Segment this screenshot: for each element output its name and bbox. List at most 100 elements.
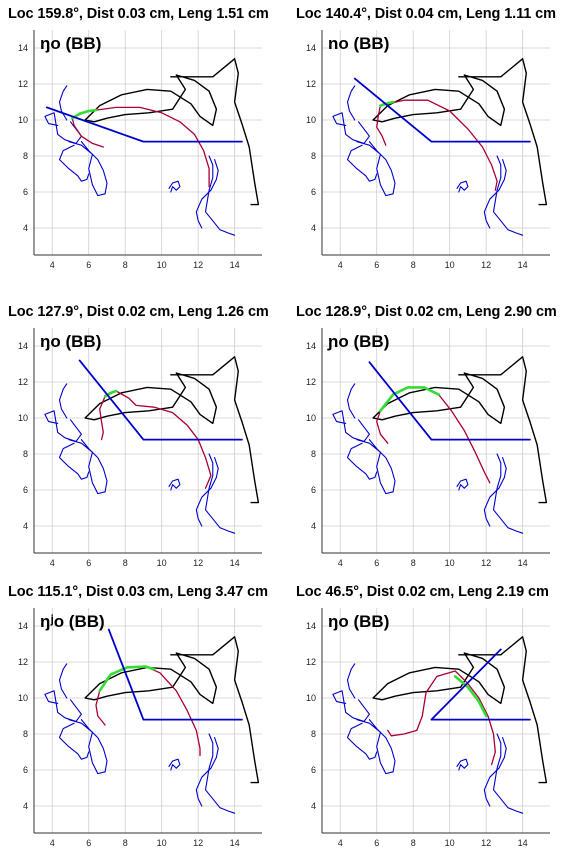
chart-panel-6: 4 6 8 10 12 14 4 6 8 10 12 14 Loc 46.5°, Dist 0.02 c… (288, 578, 576, 865)
tongue-tip-contour (95, 690, 106, 726)
plot-area: 4 6 8 10 12 14 4 6 8 10 12 14 (306, 328, 550, 568)
pharynx-back-outline (204, 453, 236, 534)
y-tick-label: 8 (311, 449, 316, 459)
upper-lip-outline (346, 85, 356, 121)
palate-outline (170, 58, 260, 206)
x-tick-label: 4 (338, 260, 343, 270)
panel-label: ŋo (BB) (328, 612, 390, 631)
x-tick-label: 14 (518, 838, 528, 848)
y-tick-label: 14 (18, 621, 28, 631)
chart-panel-4: 4 6 8 10 12 14 4 6 8 10 12 14 Loc 128.9°, Dist 0.02 … (288, 298, 576, 585)
x-tick-label: 14 (518, 260, 528, 270)
y-tick-label: 14 (306, 43, 316, 53)
tongue-contour (390, 670, 496, 766)
jaw-outline (58, 722, 90, 760)
measurement-line (107, 628, 243, 721)
lower-lip-outline (68, 439, 108, 495)
x-tick-label: 14 (518, 558, 528, 568)
lower-lip-outline (356, 141, 396, 197)
pharynx-back-outline (492, 453, 524, 534)
pharynx-front-outline (195, 457, 219, 527)
plot-area: 4 6 8 10 12 14 4 6 8 10 12 14 (18, 30, 262, 270)
lip-outline (332, 410, 370, 442)
y-tick-label: 6 (23, 765, 28, 775)
palate-outline (458, 636, 548, 784)
y-tick-label: 10 (306, 115, 316, 125)
plot-area: 4 6 8 10 12 14 4 6 8 10 12 14 (18, 328, 262, 568)
x-tick-label: 6 (86, 838, 91, 848)
x-tick-label: 4 (338, 558, 343, 568)
plot-area: 4 6 8 10 12 14 4 6 8 10 12 14 (306, 30, 550, 270)
jaw-outline (346, 144, 378, 182)
y-tick-label: 14 (18, 43, 28, 53)
tongue-tip-contour (387, 729, 392, 737)
upper-lip-outline (346, 383, 356, 419)
y-tick-label: 14 (306, 621, 316, 631)
y-tick-label: 12 (306, 377, 316, 387)
constriction-segment (453, 675, 488, 718)
x-tick-label: 4 (50, 838, 55, 848)
panel-label: ɲo (BB) (328, 332, 390, 351)
x-tick-label: 8 (123, 558, 128, 568)
y-tick-label: 12 (18, 79, 28, 89)
tongue-tip-contour (71, 117, 104, 148)
y-tick-label: 6 (311, 187, 316, 197)
velum-outline (84, 372, 218, 425)
x-tick-label: 8 (411, 260, 416, 270)
y-tick-label: 8 (23, 729, 28, 739)
hyoid-outline (456, 758, 469, 771)
tongue-contour (379, 99, 498, 191)
upper-lip-outline (58, 663, 68, 699)
y-tick-label: 8 (311, 151, 316, 161)
x-tick-label: 10 (157, 838, 167, 848)
x-tick-label: 4 (50, 558, 55, 568)
y-tick-label: 4 (23, 223, 28, 233)
x-tick-label: 12 (193, 838, 203, 848)
x-tick-label: 6 (374, 838, 379, 848)
x-tick-label: 6 (86, 260, 91, 270)
panel-title: Loc 140.4°, Dist 0.04 cm, Leng 1.11 cm (296, 6, 556, 22)
pharynx-back-outline (492, 155, 524, 236)
constriction-segment (379, 386, 440, 413)
measurement-line (430, 648, 531, 721)
lower-lip-outline (68, 719, 108, 775)
chart-panel-5: 4 6 8 10 12 14 4 6 8 10 12 14 Loc 115.1°, Dist 0.03 … (0, 578, 288, 865)
palate-outline (458, 356, 548, 504)
pharynx-front-outline (483, 457, 507, 527)
measurement-line (78, 359, 243, 441)
tongue-contour (104, 390, 212, 489)
x-tick-label: 10 (157, 260, 167, 270)
y-tick-label: 10 (18, 413, 28, 423)
y-tick-label: 6 (311, 765, 316, 775)
y-tick-label: 6 (23, 187, 28, 197)
x-tick-label: 12 (481, 260, 491, 270)
hyoid-outline (168, 758, 181, 771)
pharynx-back-outline (204, 155, 236, 236)
pharynx-front-outline (483, 159, 507, 229)
panel-title: Loc 127.9°, Dist 0.02 cm, Leng 1.26 cm (8, 304, 269, 320)
hyoid-outline (168, 478, 181, 491)
tongue-tip-contour (99, 395, 106, 441)
panel-label: ŋo (BB) (40, 332, 102, 351)
y-tick-label: 10 (306, 413, 316, 423)
palate-outline (170, 356, 260, 504)
panel-title: Loc 115.1°, Dist 0.03 cm, Leng 3.47 cm (8, 584, 268, 600)
hyoid-outline (456, 180, 469, 193)
y-tick-label: 12 (18, 377, 28, 387)
measurement-line (45, 106, 243, 143)
x-tick-label: 14 (230, 260, 240, 270)
lip-outline (332, 690, 370, 722)
x-tick-label: 12 (481, 558, 491, 568)
velum-outline (84, 74, 218, 127)
pharynx-front-outline (483, 737, 507, 807)
y-tick-label: 8 (23, 151, 28, 161)
jaw-outline (346, 722, 378, 760)
lower-lip-outline (356, 439, 396, 495)
palate-outline (170, 636, 260, 784)
x-tick-label: 10 (445, 838, 455, 848)
chart-panel-1: 4 6 8 10 12 14 4 6 8 10 12 14 Loc 159.8°, Dist 0.03 … (0, 0, 288, 287)
x-tick-label: 10 (157, 558, 167, 568)
jaw-outline (58, 442, 90, 480)
panel-title: Loc 159.8°, Dist 0.03 cm, Leng 1.51 cm (8, 6, 269, 22)
y-tick-label: 10 (18, 693, 28, 703)
